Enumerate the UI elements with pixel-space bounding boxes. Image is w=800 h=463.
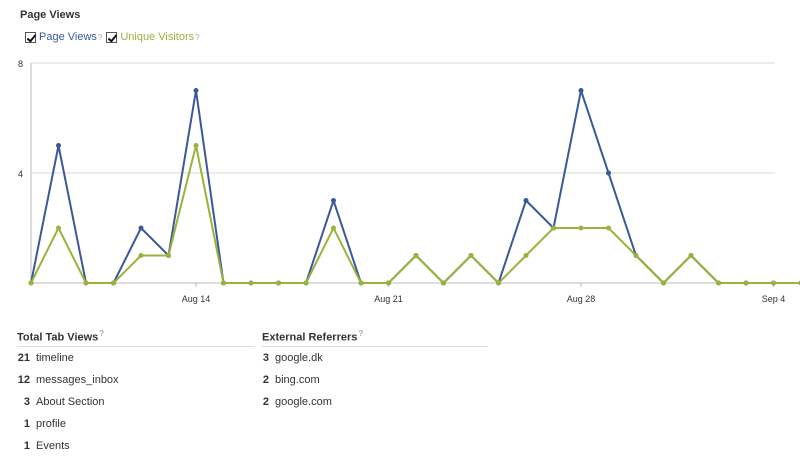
- page-views-point: [606, 170, 611, 176]
- unique-visitors-point: [468, 253, 474, 258]
- page-views-point: [138, 225, 144, 231]
- tab-count: 12: [17, 374, 30, 386]
- referrer-label[interactable]: google.com: [275, 396, 332, 408]
- tab-count: 3: [23, 396, 30, 408]
- unique-visitors-checkbox[interactable]: [106, 31, 118, 43]
- tab-label: timeline: [36, 352, 74, 364]
- referrer-row: 2 bing.com: [261, 374, 320, 386]
- x-tick-label: Aug 21: [374, 294, 403, 304]
- unique-visitors-point: [551, 225, 556, 231]
- tab-views-title: Total Tab Views?: [17, 329, 104, 344]
- y-tick-label: 4: [18, 169, 23, 179]
- tab-row: 3 About Section: [16, 396, 105, 408]
- tab-row: 1 profile: [16, 418, 66, 430]
- unique-visitors-point: [248, 280, 254, 286]
- tab-count: 1: [23, 418, 30, 430]
- unique-visitors-point: [523, 253, 529, 258]
- referrer-row: 2 google.com: [261, 396, 332, 408]
- unique-visitors-point: [276, 280, 281, 286]
- unique-visitors-point: [716, 280, 721, 286]
- page-views-point: [523, 198, 529, 203]
- unique-visitors-line: [30, 144, 800, 284]
- tab-label: profile: [36, 418, 66, 430]
- unique-visitors-point: [496, 280, 501, 286]
- legend-unique-visitors-label[interactable]: Unique Visitors: [120, 31, 195, 43]
- y-tick-label: 8: [18, 59, 23, 69]
- x-tick-label: Aug 28: [567, 294, 596, 304]
- unique-visitors-point: [303, 280, 309, 286]
- help-icon[interactable]: ?: [97, 32, 103, 42]
- tab-count: 1: [23, 440, 30, 452]
- legend-unique-visitors[interactable]: Unique Visitors ?: [106, 31, 200, 43]
- unique-visitors-point: [28, 280, 34, 286]
- referrer-count: 2: [262, 374, 269, 386]
- unique-visitors-point: [606, 225, 611, 231]
- unique-visitors-point: [771, 280, 776, 286]
- page-views-chart: 4 8 Aug 14 Aug 21 Aug 28 Sep 4: [18, 59, 800, 304]
- tab-row: 1 Events: [16, 440, 70, 452]
- unique-visitors-point: [358, 280, 364, 286]
- divider: [17, 346, 255, 347]
- referrer-row: 3 google.dk: [261, 352, 323, 364]
- chart-legend: Page Views ? Unique Visitors ?: [25, 31, 204, 43]
- tab-count: 21: [17, 352, 30, 364]
- tab-row: 21 timeline: [16, 352, 74, 364]
- unique-visitors-point: [193, 143, 199, 148]
- referrer-label[interactable]: bing.com: [275, 374, 320, 386]
- x-tick-label: Aug 14: [182, 294, 211, 304]
- unique-visitors-point: [331, 225, 336, 231]
- legend-page-views-label[interactable]: Page Views: [39, 31, 97, 43]
- tab-views-title-text: Total Tab Views: [17, 331, 99, 344]
- referrer-count: 3: [262, 352, 269, 364]
- page-views-checkbox[interactable]: [25, 31, 36, 43]
- tab-label: messages_inbox: [36, 374, 119, 386]
- unique-visitors-point: [111, 280, 116, 286]
- divider: [262, 346, 488, 347]
- unique-visitors-point: [413, 253, 419, 258]
- page-views-point: [331, 198, 336, 203]
- tab-label: About Section: [36, 396, 105, 408]
- legend-page-views[interactable]: Page Views ?: [25, 31, 102, 43]
- unique-visitors-point: [386, 280, 391, 286]
- tab-row: 12 messages_inbox: [16, 374, 119, 386]
- unique-visitors-point: [688, 253, 694, 258]
- unique-visitors-point: [221, 280, 226, 286]
- help-icon[interactable]: ?: [358, 329, 364, 338]
- help-icon[interactable]: ?: [195, 32, 200, 42]
- unique-visitors-point: [441, 280, 446, 286]
- referrer-label[interactable]: google.dk: [275, 352, 323, 364]
- unique-visitors-point: [138, 253, 144, 258]
- unique-visitors-point: [83, 280, 89, 286]
- referrers-title: External Referrers?: [262, 329, 363, 344]
- referrers-title-text: External Referrers: [262, 331, 358, 344]
- page-views-point: [193, 88, 199, 93]
- x-tick-label: Sep 4: [762, 294, 786, 304]
- unique-visitors-point: [56, 225, 61, 231]
- page-views-point: [578, 88, 584, 93]
- unique-visitors-point: [578, 225, 584, 231]
- tab-label: Events: [36, 440, 70, 452]
- unique-visitors-point: [633, 253, 639, 258]
- referrer-count: 2: [262, 396, 269, 408]
- page-views-point: [56, 143, 61, 148]
- unique-visitors-point: [166, 253, 171, 258]
- help-icon[interactable]: ?: [99, 329, 105, 338]
- unique-visitors-point: [743, 280, 749, 286]
- unique-visitors-point: [661, 280, 666, 286]
- chart-title: Page Views: [20, 9, 81, 21]
